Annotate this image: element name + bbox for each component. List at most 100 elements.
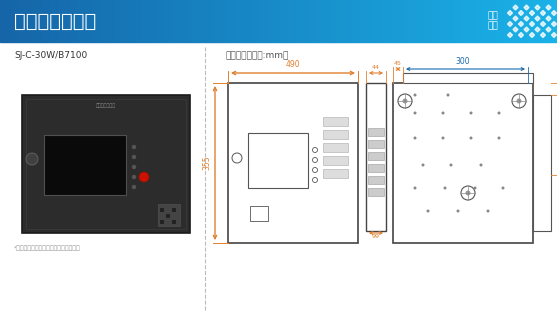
- Bar: [248, 133, 308, 188]
- Bar: [181, 0, 184, 42]
- Circle shape: [398, 94, 412, 108]
- Bar: [404, 0, 407, 42]
- Bar: [134, 0, 136, 42]
- Circle shape: [413, 94, 417, 96]
- Bar: [164, 0, 167, 42]
- Bar: [393, 0, 395, 42]
- Circle shape: [497, 136, 501, 140]
- Circle shape: [132, 175, 136, 179]
- Polygon shape: [546, 27, 551, 32]
- Bar: [245, 0, 248, 42]
- Bar: [212, 0, 214, 42]
- Bar: [499, 0, 501, 42]
- Bar: [362, 0, 365, 42]
- Bar: [315, 0, 317, 42]
- Bar: [89, 0, 92, 42]
- Bar: [8, 0, 11, 42]
- Bar: [95, 0, 97, 42]
- Bar: [217, 0, 220, 42]
- Bar: [359, 0, 362, 42]
- Bar: [86, 0, 89, 42]
- Text: SJ-C-30W/B7100: SJ-C-30W/B7100: [14, 51, 87, 60]
- Bar: [33, 0, 36, 42]
- Text: *图片仅为效果展示，请以实际产品为准: *图片仅为效果展示，请以实际产品为准: [14, 245, 81, 251]
- Bar: [538, 0, 540, 42]
- Bar: [370, 0, 373, 42]
- Bar: [510, 0, 512, 42]
- Text: 应急照明控制器: 应急照明控制器: [14, 12, 96, 31]
- Bar: [348, 0, 351, 42]
- Polygon shape: [546, 16, 551, 21]
- Bar: [253, 0, 256, 42]
- Bar: [501, 0, 504, 42]
- Bar: [58, 0, 61, 42]
- Bar: [524, 0, 526, 42]
- Bar: [549, 0, 551, 42]
- Bar: [292, 0, 295, 42]
- Bar: [446, 0, 448, 42]
- Bar: [148, 0, 150, 42]
- Bar: [237, 0, 240, 42]
- Bar: [278, 0, 281, 42]
- Bar: [172, 220, 176, 224]
- Circle shape: [466, 191, 471, 196]
- Text: 355: 355: [202, 156, 211, 170]
- Bar: [309, 0, 312, 42]
- Bar: [340, 0, 343, 42]
- Bar: [145, 0, 148, 42]
- Bar: [368, 0, 370, 42]
- Polygon shape: [540, 21, 545, 26]
- Bar: [482, 0, 485, 42]
- Bar: [460, 0, 462, 42]
- Bar: [473, 0, 476, 42]
- Bar: [418, 0, 421, 42]
- Bar: [166, 214, 170, 218]
- Text: 结构尺寸（单位:mm）: 结构尺寸（单位:mm）: [225, 51, 289, 60]
- Bar: [44, 135, 126, 195]
- Polygon shape: [519, 32, 524, 37]
- Circle shape: [132, 165, 136, 169]
- Bar: [529, 0, 532, 42]
- Polygon shape: [535, 5, 540, 10]
- Bar: [409, 0, 412, 42]
- Bar: [535, 0, 538, 42]
- Bar: [356, 0, 359, 42]
- Bar: [159, 0, 162, 42]
- Polygon shape: [524, 5, 529, 10]
- Bar: [19, 0, 22, 42]
- Bar: [437, 0, 440, 42]
- Bar: [407, 0, 409, 42]
- Bar: [170, 0, 173, 42]
- Circle shape: [413, 112, 417, 114]
- Bar: [28, 0, 31, 42]
- Polygon shape: [524, 27, 529, 32]
- Bar: [312, 0, 315, 42]
- Bar: [131, 0, 134, 42]
- Circle shape: [461, 186, 475, 200]
- Bar: [432, 0, 434, 42]
- Bar: [231, 0, 234, 42]
- Bar: [368, 188, 384, 196]
- Circle shape: [486, 209, 490, 213]
- Bar: [518, 0, 521, 42]
- Bar: [136, 0, 139, 42]
- Text: 应急照明控制器: 应急照明控制器: [96, 102, 116, 107]
- Circle shape: [403, 99, 408, 104]
- Bar: [187, 0, 189, 42]
- Bar: [228, 0, 231, 42]
- Polygon shape: [551, 21, 556, 26]
- Bar: [301, 0, 304, 42]
- Bar: [56, 0, 58, 42]
- Bar: [189, 0, 192, 42]
- Bar: [546, 0, 549, 42]
- Bar: [379, 0, 382, 42]
- Bar: [373, 0, 376, 42]
- Circle shape: [516, 99, 521, 104]
- Polygon shape: [530, 10, 535, 15]
- Bar: [100, 0, 103, 42]
- Circle shape: [413, 136, 417, 140]
- Circle shape: [26, 153, 38, 165]
- Bar: [172, 208, 176, 212]
- Bar: [376, 0, 379, 42]
- Bar: [128, 0, 131, 42]
